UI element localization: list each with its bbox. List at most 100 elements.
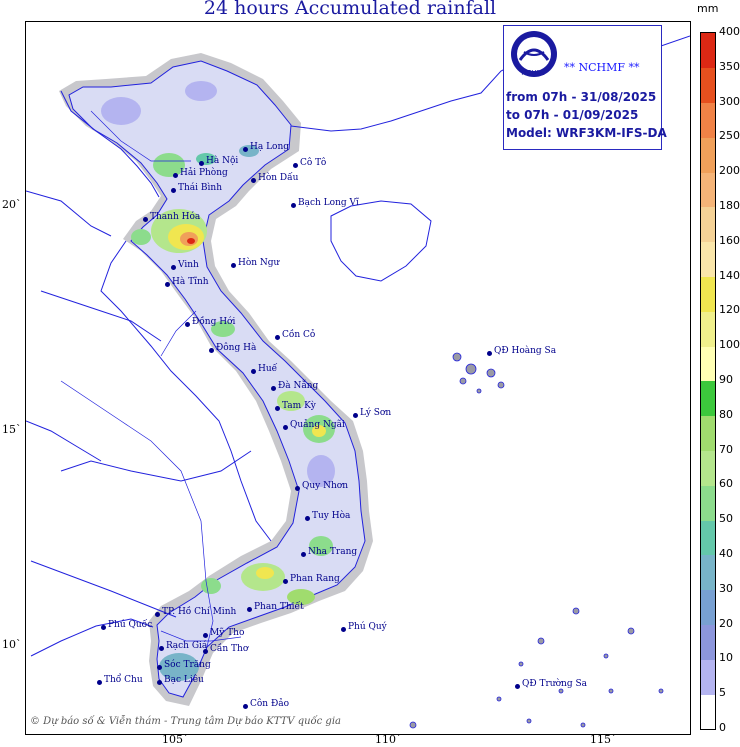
legend-swatch — [701, 694, 715, 730]
station-dot — [275, 335, 280, 340]
station-dot — [341, 627, 346, 632]
legend-swatch — [701, 172, 715, 208]
place-label: Quảng Ngãi — [290, 420, 345, 430]
station-dot — [203, 633, 208, 638]
legend-swatch — [701, 659, 715, 695]
legend-swatch — [701, 311, 715, 347]
station-dot — [165, 282, 170, 287]
legend-level-label: 70 — [719, 442, 733, 456]
place-label: Hòn Dấu — [258, 173, 299, 183]
station-dot — [173, 173, 178, 178]
station-dot — [243, 704, 248, 709]
nchmf-logo: NCHMF — [511, 31, 557, 77]
x-tick-115: 115` — [590, 733, 617, 746]
legend-swatch — [701, 33, 715, 69]
station-dot — [301, 552, 306, 557]
offshore-islands — [409, 352, 664, 729]
place-label: Phú Quý — [348, 622, 387, 632]
legend-swatch — [701, 137, 715, 173]
legend-level-label: 50 — [719, 512, 733, 526]
legend-swatch — [701, 589, 715, 626]
legend-level-label: 180 — [719, 199, 740, 212]
x-tick-110: 110` — [375, 733, 402, 746]
station-dot — [283, 579, 288, 584]
station-dot — [243, 147, 248, 152]
legend-swatch — [701, 555, 715, 591]
model-name: Model: WRF3KM-IFS-DA — [506, 126, 667, 140]
place-label: Côn Đảo — [250, 699, 290, 709]
period-to: to 07h - 01/09/2025 — [506, 108, 639, 122]
place-label: Đồng Hới — [192, 317, 236, 327]
station-dot — [305, 516, 310, 521]
legend-swatch — [701, 207, 715, 243]
place-label: Phan Thiết — [254, 602, 304, 612]
station-dot — [203, 649, 208, 654]
legend-level-label: 0 — [719, 721, 726, 734]
station-dot — [251, 369, 256, 374]
legend-swatch — [701, 485, 715, 521]
place-label: Bạch Long Vĩ — [298, 198, 359, 208]
copyright-text: © Dự báo số & Viễn thám - Trung tâm Dự b… — [30, 716, 341, 727]
place-label: QĐ Hoàng Sa — [494, 346, 557, 356]
legend-swatch — [701, 276, 715, 312]
station-dot — [275, 406, 280, 411]
station-dot — [159, 646, 164, 651]
station-dot — [157, 665, 162, 670]
place-label: Tuy Hòa — [312, 511, 351, 521]
place-label: Đông Hà — [216, 343, 257, 353]
station-dot — [291, 203, 296, 208]
place-label: Cần Thơ — [210, 644, 249, 654]
place-label: Thổ Chu — [104, 675, 143, 685]
station-dot — [231, 263, 236, 268]
place-label: Mỹ Tho — [210, 628, 245, 638]
legend-swatch — [701, 346, 715, 382]
place-label: Rạch Giá — [166, 641, 208, 651]
station-dot — [293, 163, 298, 168]
legend-swatch — [701, 381, 715, 417]
place-label: Nha Trang — [308, 547, 358, 557]
legend-swatch — [701, 415, 715, 452]
legend-level-label: 400 — [719, 25, 740, 38]
place-label: Lý Sơn — [360, 408, 392, 418]
legend-level-label: 140 — [719, 268, 740, 282]
color-legend — [700, 32, 716, 730]
station-dot — [271, 386, 276, 391]
legend-level-label: 160 — [719, 233, 740, 247]
legend-unit: mm — [697, 2, 719, 15]
y-tick-15: 15` — [2, 423, 22, 436]
place-label: Sóc Trăng — [164, 660, 211, 670]
legend-swatch — [701, 67, 715, 104]
station-dot — [171, 188, 176, 193]
place-label: Hòn Ngư — [238, 258, 280, 268]
y-tick-20: 20` — [2, 198, 22, 211]
legend-swatch — [701, 520, 715, 556]
station-dot — [185, 322, 190, 327]
rain-patches — [101, 81, 335, 681]
station-dot — [295, 486, 300, 491]
station-dot — [353, 413, 358, 418]
station-dot — [155, 612, 160, 617]
place-label: Thái Bình — [178, 183, 222, 193]
place-label: Huế — [258, 364, 278, 374]
legend-level-label: 90 — [719, 373, 733, 386]
station-dot — [157, 680, 162, 685]
station-dot — [515, 684, 520, 689]
legend-level-label: 10 — [719, 651, 733, 665]
station-dot — [247, 607, 252, 612]
station-dot — [97, 680, 102, 685]
station-dot — [199, 161, 204, 166]
legend-level-label: 5 — [719, 686, 726, 700]
legend-level-label: 250 — [719, 129, 740, 143]
place-label: Hải Phòng — [180, 168, 228, 178]
station-dot — [171, 265, 176, 270]
map-title: 24 hours Accumulated rainfall — [203, 0, 497, 19]
brand-label: ** NCHMF ** — [564, 61, 640, 74]
legend-swatch — [701, 624, 715, 660]
legend-level-label: 60 — [719, 477, 733, 491]
place-label: Bạc Liêu — [164, 675, 204, 685]
station-dot — [209, 348, 214, 353]
place-label: Cồn Cỏ — [282, 330, 316, 340]
place-label: Quy Nhơn — [302, 481, 349, 491]
y-tick-10: 10` — [2, 638, 22, 651]
place-label: Tam Kỳ — [282, 401, 316, 411]
